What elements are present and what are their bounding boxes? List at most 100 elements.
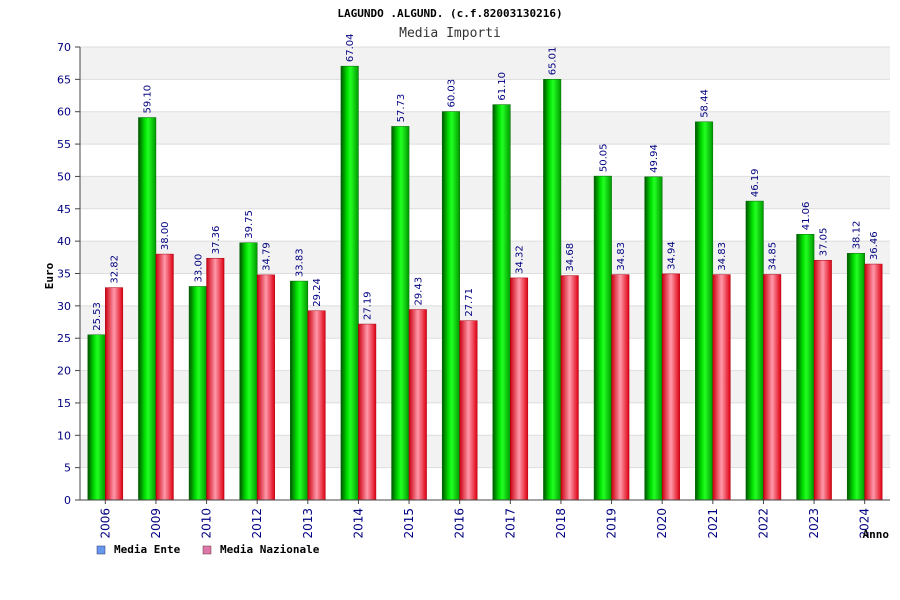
data-label: 29.24 xyxy=(312,278,323,307)
x-tick-label: 2022 xyxy=(756,508,770,539)
data-label: 37.36 xyxy=(211,226,222,255)
y-tick-label: 40 xyxy=(57,235,71,248)
bar-media-nazionale xyxy=(408,309,427,501)
bar-media-nazionale xyxy=(510,277,529,501)
data-label: 38.00 xyxy=(160,221,171,250)
data-label: 32.82 xyxy=(110,255,121,284)
data-labels: 25.53 32.82 59.10 38.00 33.00 37.36 39.75 34.79… xyxy=(92,34,880,331)
data-label: 25.53 xyxy=(92,302,103,331)
y-tick-label: 5 xyxy=(64,462,71,475)
y-tick-label: 70 xyxy=(57,41,71,54)
bar-media-ente xyxy=(543,79,562,501)
y-axis-label: Euro xyxy=(43,262,56,289)
data-label: 50.05 xyxy=(598,143,609,172)
data-label: 61.10 xyxy=(497,72,508,101)
bar-media-ente xyxy=(695,121,714,501)
bar-media-nazionale xyxy=(155,253,174,501)
bar-media-nazionale xyxy=(560,275,579,501)
bar-media-nazionale xyxy=(813,259,832,501)
y-tick-label: 65 xyxy=(57,73,71,86)
bar-media-ente xyxy=(441,111,460,501)
legend-swatch-media-nazionale xyxy=(202,545,212,555)
data-label: 34.79 xyxy=(261,242,272,271)
data-label: 57.73 xyxy=(396,94,407,123)
data-label: 38.12 xyxy=(851,221,862,250)
axes xyxy=(75,46,890,504)
x-tick-label: 2024 xyxy=(858,508,872,539)
x-tick-label: 2019 xyxy=(605,508,619,539)
x-tick-label: 2010 xyxy=(200,508,214,539)
x-tick-label: 2016 xyxy=(453,508,467,539)
bar-media-nazionale xyxy=(459,320,478,501)
bar-media-ente xyxy=(846,253,865,501)
data-label: 34.85 xyxy=(768,242,779,271)
data-label: 36.46 xyxy=(869,231,880,260)
bar-media-ente xyxy=(492,104,511,501)
x-tick-label: 2023 xyxy=(807,508,821,539)
bar-media-ente xyxy=(138,117,157,501)
x-tick-label: 2012 xyxy=(250,508,264,539)
data-label: 34.68 xyxy=(565,243,576,272)
bar-media-nazionale xyxy=(307,310,326,501)
bar-media-ente xyxy=(290,280,309,501)
legend-label-media-nazionale: Media Nazionale xyxy=(220,543,320,556)
bar-media-nazionale xyxy=(661,273,680,501)
y-tick-labels: 0 5 10 15 20 25 30 35 40 45 50 55 60 65 70 xyxy=(57,41,71,507)
data-label: 59.10 xyxy=(143,85,154,114)
bar-media-ente xyxy=(593,175,612,501)
bar-media-nazionale xyxy=(763,274,782,501)
y-tick-label: 15 xyxy=(57,397,71,410)
x-tick-label: 2017 xyxy=(503,508,517,539)
bar-media-ente xyxy=(188,286,207,501)
y-tick-label: 30 xyxy=(57,300,71,313)
grid-band xyxy=(80,111,890,145)
x-tick-label: 2014 xyxy=(351,508,365,539)
data-label: 49.94 xyxy=(649,144,660,173)
bar-media-ente xyxy=(391,126,410,501)
y-tick-label: 50 xyxy=(57,170,71,183)
bar-media-nazionale xyxy=(712,274,731,501)
y-tick-label: 0 xyxy=(64,494,71,507)
y-tick-label: 25 xyxy=(57,332,71,345)
data-label: 37.05 xyxy=(818,228,829,257)
x-tick-labels: 2006 2009 2010 2012 2013 2014 2015 2016 2017 2018… xyxy=(98,508,871,539)
bars xyxy=(87,65,883,501)
data-label: 34.83 xyxy=(717,242,728,271)
bar-media-ente xyxy=(87,334,106,501)
x-axis-label: Anno xyxy=(863,528,890,541)
data-label: 41.06 xyxy=(801,202,812,231)
legend: Media Ente Media Nazionale xyxy=(96,543,320,556)
x-tick-label: 2018 xyxy=(554,508,568,539)
x-tick-label: 2013 xyxy=(301,508,315,539)
bar-media-nazionale xyxy=(206,257,225,501)
grid-band xyxy=(80,47,890,80)
bar-media-nazionale xyxy=(358,323,377,501)
bar-media-nazionale xyxy=(611,274,630,501)
data-label: 34.83 xyxy=(616,242,627,271)
data-label: 46.19 xyxy=(750,168,761,197)
data-label: 33.00 xyxy=(193,254,204,283)
data-label: 34.94 xyxy=(666,241,677,270)
x-tick-label: 2015 xyxy=(402,508,416,539)
bar-media-ente xyxy=(644,176,663,501)
y-tick-label: 60 xyxy=(57,106,71,119)
data-label: 29.43 xyxy=(413,277,424,306)
y-tick-label: 35 xyxy=(57,268,71,281)
legend-swatch-media-ente xyxy=(96,545,106,555)
y-tick-label: 10 xyxy=(57,429,71,442)
bar-media-ente xyxy=(239,242,258,501)
data-label: 27.19 xyxy=(363,291,374,320)
bar-media-ente xyxy=(796,234,815,501)
chart-subtitle: Media Importi xyxy=(399,26,501,41)
x-tick-label: 2021 xyxy=(706,508,720,539)
data-label: 60.03 xyxy=(446,79,457,108)
bar-media-nazionale xyxy=(256,274,275,501)
data-label: 39.75 xyxy=(244,210,255,239)
data-label: 33.83 xyxy=(295,248,306,277)
y-tick-label: 20 xyxy=(57,365,71,378)
y-tick-label: 55 xyxy=(57,138,71,151)
data-label: 27.71 xyxy=(464,288,475,317)
bar-media-nazionale xyxy=(864,263,883,501)
grid-band xyxy=(80,176,890,209)
